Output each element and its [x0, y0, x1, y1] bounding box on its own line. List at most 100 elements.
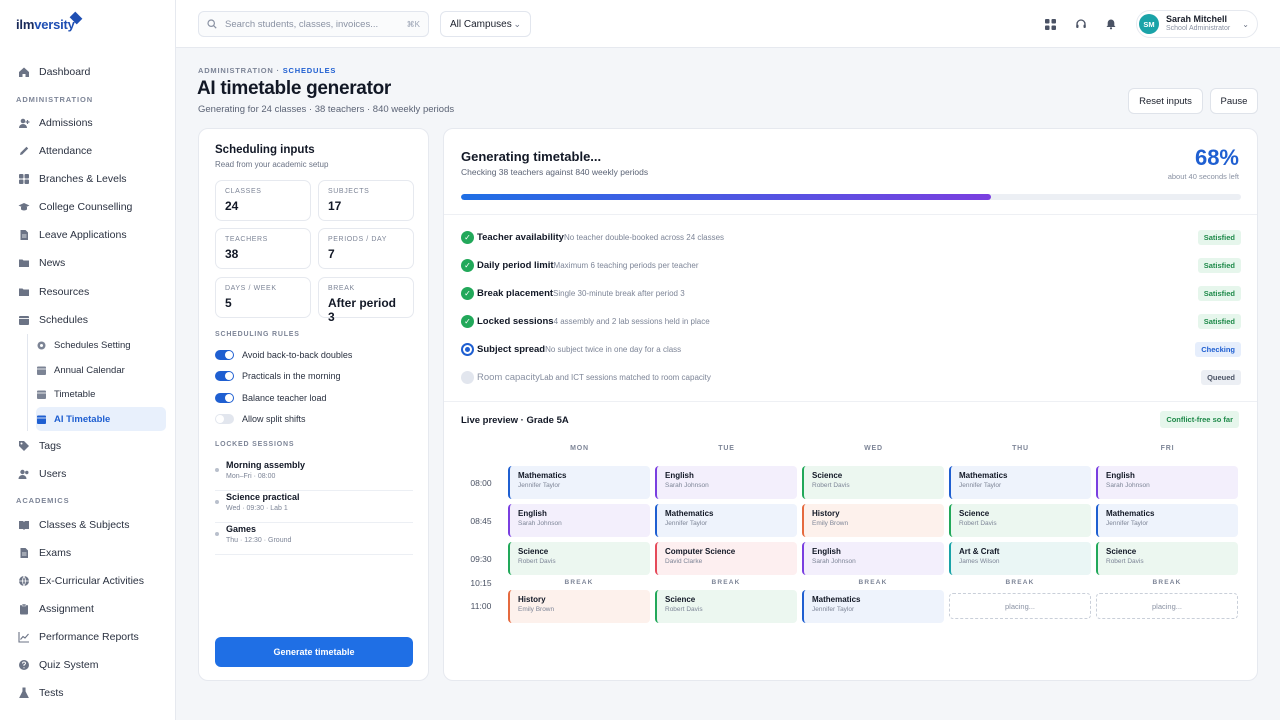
timetable-cell[interactable]: Science Robert Davis	[508, 542, 650, 575]
progress-eta: about 40 seconds left	[1167, 172, 1239, 181]
sidebar-item-classes-and-subjects[interactable]: Classes & Subjects	[0, 511, 175, 539]
sidebar-section-academics: ACADEMICS	[16, 496, 70, 506]
break-label: BREAK	[1005, 579, 1035, 586]
graduation-cap-icon	[18, 201, 30, 213]
cell-subject: English	[665, 471, 694, 480]
status-badge: Queued	[1201, 369, 1241, 385]
timetable-cell[interactable]: Computer Science David Clarke	[655, 542, 797, 575]
cell-subject: Science	[812, 471, 843, 480]
sidebar-item-admissions[interactable]: Admissions	[0, 109, 175, 137]
sidebar-item-ex-curricular-activities[interactable]: Ex-Curricular Activities	[0, 567, 175, 595]
timetable-cell[interactable]: Mathematics Jennifer Taylor	[949, 466, 1091, 499]
sidebar-item-performance-reports[interactable]: Performance Reports	[0, 623, 175, 651]
reset-inputs-button[interactable]: Reset inputs	[1128, 88, 1203, 114]
grid-icon	[18, 173, 30, 185]
logo-text-main: ilm	[16, 16, 35, 32]
sidebar-item-dashboard[interactable]: Dashboard	[0, 58, 175, 86]
search-input[interactable]: Search students, classes, invoices... ⌘K	[198, 11, 429, 37]
timetable-cell[interactable]: Science Robert Davis	[949, 504, 1091, 537]
timetable-cell[interactable]: Science Robert Davis	[1096, 542, 1238, 575]
page-subtitle: Generating for 24 classes · 38 teachers …	[198, 104, 455, 115]
sidebar-item-resources[interactable]: Resources	[0, 278, 175, 306]
stat-value: 17	[328, 199, 342, 213]
timetable-cell[interactable]: English Sarah Johnson	[802, 542, 944, 575]
time-label: 08:00	[470, 478, 492, 488]
campus-select[interactable]: All Campuses ⌄	[440, 11, 531, 37]
sidebar-subitem-ai-timetable[interactable]: AI Timetable	[36, 407, 166, 432]
breadcrumb-current: SCHEDULES	[282, 66, 337, 75]
cell-teacher: Jennifer Taylor	[518, 482, 561, 489]
clipboard-icon	[18, 603, 30, 615]
cell-teacher: David Clarke	[665, 558, 703, 565]
toggle-knob	[225, 351, 233, 359]
timetable-cell[interactable]: English Sarah Johnson	[508, 504, 650, 537]
rule-allow-split-shifts: Allow split shifts	[215, 413, 306, 424]
sidebar-item-leave-applications[interactable]: Leave Applications	[0, 221, 175, 249]
toggle-switch[interactable]	[215, 413, 234, 424]
locked-session: Games Thu · 12:30 · Ground	[215, 523, 413, 555]
timetable-cell[interactable]: Science Robert Davis	[655, 590, 797, 623]
inputs-subtitle: Read from your academic setup	[215, 160, 329, 169]
sidebar-item-quiz-system[interactable]: Quiz System	[0, 651, 175, 679]
sidebar-item-label: Quiz System	[39, 659, 99, 672]
stat-label: CLASSES	[225, 188, 262, 195]
timetable-cell[interactable]: Mathematics Jennifer Taylor	[802, 590, 944, 623]
generate-timetable-button[interactable]: Generate timetable	[215, 637, 413, 667]
cell-teacher: Sarah Johnson	[665, 482, 709, 489]
rule-balance-teacher-load: Balance teacher load	[215, 392, 327, 403]
toggle-switch[interactable]	[215, 392, 234, 403]
bell-icon[interactable]	[1103, 16, 1119, 32]
sidebar-item-label: Branches & Levels	[39, 173, 127, 186]
timetable-cell[interactable]: English Sarah Johnson	[1096, 466, 1238, 499]
calendar-icon	[36, 414, 47, 425]
time-label: 09:30	[470, 554, 492, 564]
timetable-cell[interactable]: Art & Craft James Wilson	[949, 542, 1091, 575]
headset-icon[interactable]	[1073, 16, 1089, 32]
toggle-switch[interactable]	[215, 371, 234, 382]
timetable-cell[interactable]: History Emily Brown	[508, 590, 650, 623]
apps-grid-icon[interactable]	[1042, 16, 1058, 32]
folder-icon	[18, 257, 30, 269]
sidebar-item-college-counselling[interactable]: College Counselling	[0, 193, 175, 221]
sidebar-subitem-annual-calendar[interactable]: Annual Calendar	[36, 358, 166, 382]
sidebar-item-exams[interactable]: Exams	[0, 539, 175, 567]
sidebar-item-label: Exams	[39, 546, 72, 559]
locked-session-detail: Wed · 09:30 · Lab 1	[226, 505, 288, 512]
sidebar-item-label: Performance Reports	[39, 631, 139, 644]
stat-classes: CLASSES 24	[215, 180, 311, 221]
sidebar-item-label: Leave Applications	[39, 229, 127, 242]
sidebar-item-attendance[interactable]: Attendance	[0, 137, 175, 165]
sidebar-item-tests[interactable]: Tests	[0, 679, 175, 707]
sidebar-subitem-timetable[interactable]: Timetable	[36, 383, 166, 407]
timetable-cell[interactable]: Mathematics Jennifer Taylor	[655, 504, 797, 537]
sidebar-item-users[interactable]: Users	[0, 460, 175, 488]
sidebar-item-branches-and-levels[interactable]: Branches & Levels	[0, 165, 175, 193]
logo-text-accent: versity	[34, 16, 75, 32]
status-badge: Satisfied	[1197, 313, 1241, 329]
toggle-switch[interactable]	[215, 350, 234, 360]
status-badge: Satisfied	[1197, 285, 1241, 301]
time-label: 08:45	[470, 516, 492, 526]
day-header-tue: TUE	[718, 445, 735, 452]
pause-button[interactable]: Pause	[1210, 88, 1258, 114]
progress-bar	[461, 194, 1241, 200]
sidebar-item-label: Schedules Setting	[54, 340, 131, 352]
break-label: BREAK	[711, 579, 741, 586]
timetable-cell[interactable]: English Sarah Johnson	[655, 466, 797, 499]
user-menu[interactable]: SM Sarah Mitchell School Administrator ⌄	[1136, 10, 1258, 38]
sidebar-item-news[interactable]: News	[0, 249, 175, 277]
sidebar-item-schedules[interactable]: Schedules	[0, 306, 175, 334]
timetable-cell[interactable]: Mathematics Jennifer Taylor	[1096, 504, 1238, 537]
conflict-free-badge: Conflict-free so far	[1160, 411, 1239, 428]
timetable-cell[interactable]: Mathematics Jennifer Taylor	[508, 466, 650, 499]
constraint-row-subject-spread: Subject spread No subject twice in one da…	[461, 340, 1241, 358]
sidebar-item-tags[interactable]: Tags	[0, 432, 175, 460]
app-logo[interactable]: ilm versity	[0, 0, 175, 48]
sidebar-subitem-schedules-setting[interactable]: Schedules Setting	[36, 334, 166, 358]
stat-label: DAYS / WEEK	[225, 285, 277, 292]
timetable-cell[interactable]: Science Robert Davis	[802, 466, 944, 499]
timetable-cell[interactable]: History Emily Brown	[802, 504, 944, 537]
cell-teacher: Jennifer Taylor	[959, 482, 1002, 489]
sidebar-item-assignment[interactable]: Assignment	[0, 595, 175, 623]
breadcrumb-root[interactable]: ADMINISTRATION	[198, 66, 274, 75]
